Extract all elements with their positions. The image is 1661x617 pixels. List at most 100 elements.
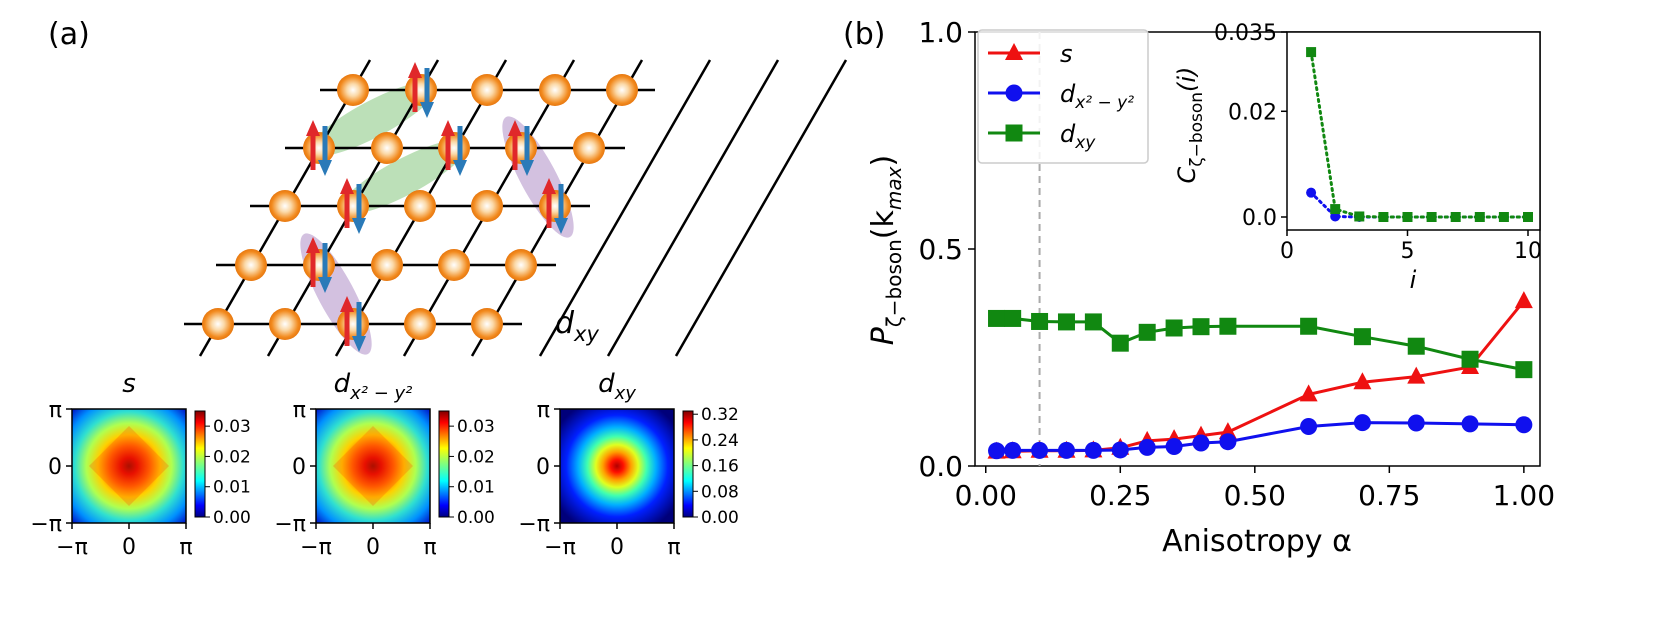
lattice-site <box>573 132 605 164</box>
data-point-square <box>1004 309 1022 327</box>
spin-up-arrowhead <box>508 120 522 136</box>
spin-down-arrowhead <box>453 160 467 176</box>
pair-bonds <box>300 81 574 355</box>
lattice-diagonal-line <box>606 59 780 357</box>
heatmap-y-tick-label: π <box>49 398 62 423</box>
data-point-square <box>1192 318 1210 336</box>
colorbar-tick-label: 0.03 <box>457 417 495 437</box>
inset-point-square <box>1426 212 1437 222</box>
inset-x-tick-label: 0 <box>1280 239 1294 264</box>
data-point-square <box>1057 313 1075 331</box>
inset-point-square <box>1306 47 1317 58</box>
series-dx2y2 <box>988 414 1533 460</box>
inset-x-tick-label: 5 <box>1401 239 1415 264</box>
data-point-square <box>1084 313 1102 331</box>
panel-a-label: (a) <box>48 17 90 52</box>
spin-down-arrowhead <box>420 102 434 118</box>
lattice-label: dxy <box>555 306 599 346</box>
heatmap-x-tick-label: 0 <box>610 535 624 560</box>
series-line <box>996 316 1525 372</box>
spin-up-arrowhead <box>306 120 320 136</box>
heatmap-y-tick-label: π <box>293 398 306 423</box>
heatmap-y-tick-label: −π <box>518 512 550 537</box>
data-point-square <box>1111 334 1129 352</box>
inset-plot: 0 5 10 0.0 0.02 0.035 <box>1214 21 1542 264</box>
heatmap-x-tick-label: −π <box>300 535 332 560</box>
main-x-tick-label: 0.50 <box>1224 479 1286 512</box>
main-x-tick-label: 0.75 <box>1358 479 1420 512</box>
main-y-tick-label: 0.0 <box>918 450 963 483</box>
inset-y-tick-label: 0.0 <box>1242 206 1277 231</box>
data-point-square <box>1407 337 1425 355</box>
heatmap-x-tick-label: 0 <box>366 535 380 560</box>
data-point-circle <box>1353 414 1371 432</box>
data-point-triangle <box>1407 366 1426 384</box>
heatmap-diamond-core <box>333 426 413 506</box>
spin-up-arrowhead <box>306 237 320 253</box>
data-point-circle <box>1004 441 1022 459</box>
lattice-site <box>539 190 571 222</box>
main-x-tick-label: 1.00 <box>1493 479 1555 512</box>
colorbar <box>438 410 450 518</box>
colorbar <box>682 410 694 518</box>
heatmap-y-tick-label: π <box>537 398 550 423</box>
data-point-square <box>1165 319 1183 337</box>
spin-down-arrowhead <box>554 218 568 234</box>
lattice-site <box>337 308 369 340</box>
heatmap-field <box>560 409 674 523</box>
data-point-square <box>988 309 1006 327</box>
series-dxy <box>988 309 1533 379</box>
heatmap-y-tick-label: 0 <box>536 455 550 480</box>
inset-point-circle <box>1306 187 1317 198</box>
lattice-site <box>371 132 403 164</box>
colorbar-tick-label: 0.00 <box>213 508 251 528</box>
inset-point-square <box>1402 212 1413 222</box>
inset-point-square <box>1330 204 1341 215</box>
inset-point-square <box>1498 212 1509 222</box>
colorbar-tick-label: 0.00 <box>457 508 495 528</box>
main-x-axis-label: Anisotropy α <box>1162 524 1352 559</box>
spin-down-arrowhead <box>520 160 534 176</box>
heatmap-title: dx² − y² <box>334 369 413 404</box>
inset-series-line <box>1309 50 1530 219</box>
data-point-circle <box>1407 414 1425 432</box>
lattice-site <box>337 190 369 222</box>
data-point-square <box>1219 317 1237 335</box>
colorbar-tick-label: 0.16 <box>701 457 739 477</box>
panel-b-label: (b) <box>843 17 885 52</box>
data-point-triangle <box>1299 384 1318 402</box>
heatmap-panel: s π 0 −π−π 0 π 0.03 0.02 0.01 0.00 <box>30 369 251 560</box>
colorbar-tick-label: 0.01 <box>457 478 495 498</box>
colorbar-tick-label: 0.03 <box>213 417 251 437</box>
main-x-tick-label: 0.00 <box>955 479 1017 512</box>
lattice-site <box>337 74 369 106</box>
data-point-square <box>1138 323 1156 341</box>
pair-bond <box>502 116 574 238</box>
data-point-circle <box>1057 441 1075 459</box>
colorbar-tick-label: 0.24 <box>701 431 739 451</box>
colorbar-tick-label: 0.08 <box>701 482 739 502</box>
colorbar-tick-label: 0.02 <box>457 447 495 467</box>
lattice-site <box>202 308 234 340</box>
heatmap-x-tick-label: π <box>667 535 680 560</box>
legend-label: dxy <box>1060 120 1096 153</box>
data-point-circle <box>1084 441 1102 459</box>
data-point-triangle <box>1353 372 1372 390</box>
heatmap-diamond-core <box>89 426 169 506</box>
lattice-site <box>269 308 301 340</box>
heatmap-x-tick-label: π <box>423 535 436 560</box>
main-y-tick-label: 0.5 <box>918 233 963 266</box>
data-point-square <box>1031 312 1049 330</box>
spin-arrows <box>306 62 568 352</box>
lattice-site <box>505 132 537 164</box>
spin-down-arrowhead <box>352 218 366 234</box>
legend-label: dx² − y² <box>1060 80 1134 113</box>
data-point-square <box>1353 328 1371 346</box>
data-point-circle <box>1111 441 1129 459</box>
colorbar-tick-label: 0.32 <box>701 405 739 425</box>
spin-up-arrowhead <box>542 178 556 194</box>
data-point-circle <box>1192 434 1210 452</box>
heatmap-x-tick-label: −π <box>56 535 88 560</box>
lattice-site <box>269 190 301 222</box>
